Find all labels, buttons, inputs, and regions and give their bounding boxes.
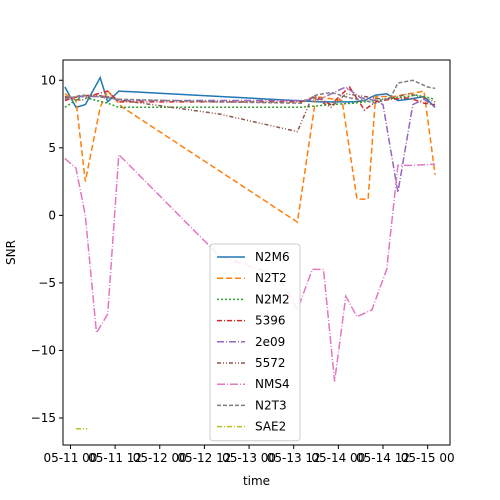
y-tick-label: −5: [38, 276, 56, 290]
legend-label-sae2: SAE2: [255, 420, 286, 434]
legend: N2M6 N2T2 N2M2 5396 2e09 5572 NMS4 N2T3 SAE2: [209, 243, 301, 442]
legend-label-nms4: NMS4: [255, 377, 290, 391]
y-tick-label: 0: [48, 208, 56, 222]
x-tick-label: 05-14 00: [311, 451, 365, 465]
series-line-n2m6: [64, 75, 436, 109]
y-axis: −15 −10 −5 0 5 10: [31, 73, 63, 425]
x-tick-label: 05-12 00: [133, 451, 187, 465]
y-axis-label: SNR: [4, 240, 18, 265]
series-line-n2m2: [64, 94, 436, 109]
x-tick-label: 05-12 12: [177, 451, 231, 465]
y-tick-label: −10: [31, 343, 56, 357]
series-line-nms4: [64, 152, 436, 382]
series-layer: [64, 75, 436, 430]
x-tick-label: 05-13 12: [267, 451, 321, 465]
legend-label-5572: 5572: [255, 356, 286, 370]
plot-frame: [62, 59, 451, 446]
x-tick-label: 05-11 12: [88, 451, 142, 465]
y-tick-label: 10: [41, 73, 56, 87]
x-tick-label: 05-11 00: [43, 451, 97, 465]
x-tick-label: 05-15 00: [401, 451, 455, 465]
series-line-n2t3: [64, 79, 436, 104]
legend-label-n2m2: N2M2: [255, 292, 290, 306]
series-line-5572: [64, 93, 436, 133]
legend-label-5396: 5396: [255, 314, 286, 328]
y-tick-label: −15: [31, 411, 56, 425]
series-line-2e09: [64, 86, 436, 193]
x-tick-label: 05-14 12: [356, 451, 410, 465]
y-tick-label: 5: [48, 141, 56, 155]
legend-label-2e09: 2e09: [255, 335, 285, 349]
legend-label-n2t3: N2T3: [255, 398, 287, 412]
legend-label-n2m6: N2M6: [255, 250, 290, 264]
legend-label-n2t2: N2T2: [255, 271, 287, 285]
legend-box: [209, 243, 301, 442]
x-tick-label: 05-13 00: [222, 451, 276, 465]
x-axis-label: time: [243, 474, 270, 488]
